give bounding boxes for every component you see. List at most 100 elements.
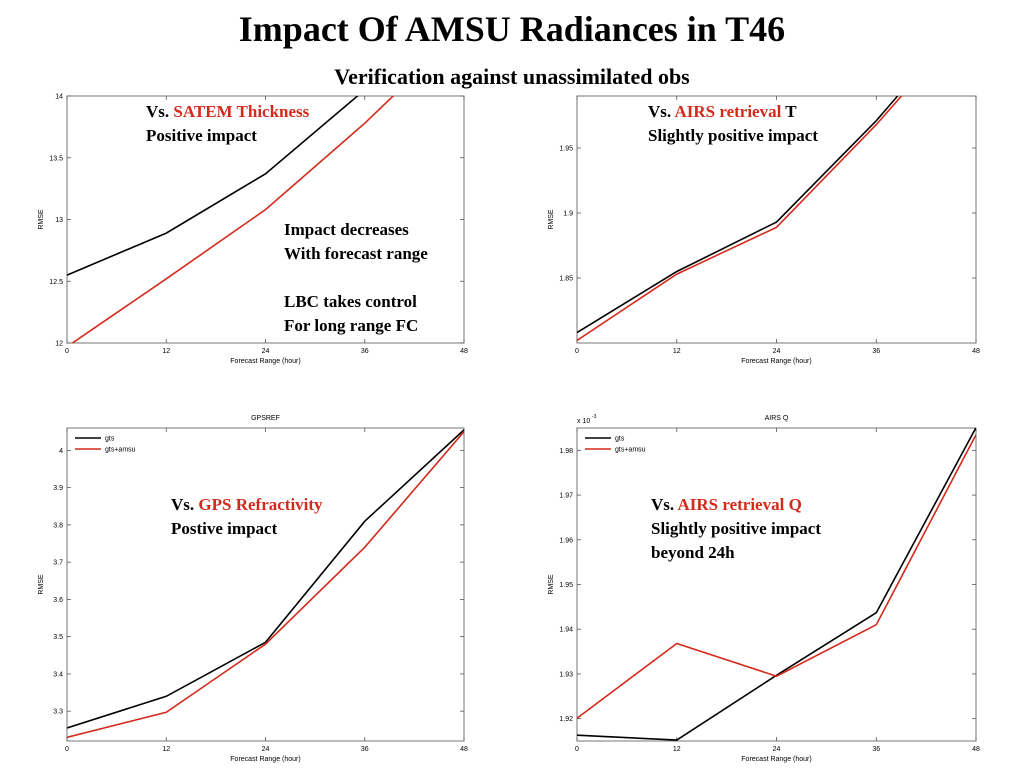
airs-t-suffix: T	[781, 102, 797, 121]
series-line-gts+amsu	[577, 434, 976, 719]
satem-highlight: SATEM Thickness	[173, 102, 310, 121]
y-tick-label: 3.9	[53, 485, 63, 492]
x-tick-label: 0	[575, 746, 579, 753]
x-tick-label: 12	[162, 746, 170, 753]
chart-4: 0 12 24 36 48 1.92 1.93 1.94 1.95 1.96 1.97 1.98 For…	[548, 414, 980, 763]
plot-frame	[576, 95, 977, 344]
x-tick-label: 0	[575, 348, 579, 355]
y-tick-label: 1.9	[563, 211, 573, 218]
gps-highlight: GPS Refractivity	[198, 495, 323, 514]
chart-2: 0 12 24 36 48 1.85 1.9 1.95 Forecast Range (hour…	[548, 95, 980, 365]
y-tick-label: 14	[55, 94, 63, 101]
x-axis-label: Forecast Range (hour)	[741, 358, 811, 365]
chart-title: GPSREF	[251, 415, 280, 422]
gps-prefix: Vs.	[171, 495, 199, 514]
satem-line2: Positive impact	[146, 126, 257, 145]
x-axis-label: Forecast Range (hour)	[230, 756, 300, 763]
y-tick-label: 3.7	[53, 560, 63, 567]
page-title: Impact Of AMSU Radiances in T46	[238, 9, 786, 49]
y-tick-label: 1.95	[559, 582, 573, 589]
legend-label: gts	[615, 436, 625, 443]
y-axis-label: RMSE	[38, 209, 45, 230]
x-tick-label: 48	[460, 348, 468, 355]
x-tick-label: 36	[361, 348, 369, 355]
series-line-series-1	[67, 96, 359, 276]
y-tick-label: 1.85	[559, 276, 573, 283]
legend-label: gts	[105, 436, 115, 443]
x-axis-label: Forecast Range (hour)	[741, 756, 811, 763]
y-axis-label: RMSE	[548, 574, 555, 595]
gps-line2: Postive impact	[171, 519, 278, 538]
page-subtitle: Verification against unassimilated obs	[334, 64, 690, 89]
legend-label: gts+amsu	[615, 447, 646, 454]
impact-note-line3: LBC takes control	[284, 292, 417, 311]
series-group	[577, 96, 903, 342]
exponent-label: x 10	[577, 418, 590, 425]
x-tick-label: 12	[673, 348, 681, 355]
x-tick-label: 48	[460, 746, 468, 753]
x-tick-label: 24	[262, 746, 270, 753]
gps-annotation: Vs. GPS Refractivity Postive impact	[171, 493, 323, 541]
series-group	[577, 428, 976, 741]
y-tick-label: 1.96	[559, 537, 573, 544]
airs-t-annotation: Vs. AIRS retrieval T Slightly positive i…	[648, 100, 818, 148]
series-line-gts	[67, 429, 464, 729]
x-tick-label: 0	[65, 348, 69, 355]
y-tick-label: 3.5	[53, 634, 63, 641]
series-line-series-2	[577, 96, 903, 342]
y-tick-label: 1.97	[559, 493, 573, 500]
satem-prefix: Vs.	[146, 102, 174, 121]
x-tick-label: 24	[262, 348, 270, 355]
airs-q-line3: beyond 24h	[651, 543, 735, 562]
legend-label: gts+amsu	[105, 447, 136, 454]
y-tick-label: 3.3	[53, 709, 63, 716]
y-tick-label: 3.8	[53, 522, 63, 529]
y-tick-label: 1.93	[559, 671, 573, 678]
airs-t-highlight: AIRS retrieval	[674, 102, 782, 121]
series-group	[67, 96, 395, 343]
x-tick-label: 36	[872, 348, 880, 355]
y-tick-label: 12	[55, 341, 63, 348]
series-line-series-1	[577, 96, 899, 334]
y-tick-label: 13.5	[49, 155, 63, 162]
y-tick-label: 13	[55, 217, 63, 224]
x-tick-label: 12	[162, 348, 170, 355]
airs-q-prefix: Vs.	[651, 495, 678, 514]
satem-annotation: Vs. SATEM Thickness Positive impact	[146, 100, 309, 148]
y-tick-label: 1.98	[559, 448, 573, 455]
y-axis-label: RMSE	[548, 209, 555, 230]
impact-note-line4: For long range FC	[284, 316, 419, 335]
impact-note-line1: Impact decreases	[284, 220, 409, 239]
x-tick-label: 48	[972, 746, 980, 753]
airs-q-line2: Slightly positive impact	[651, 519, 822, 538]
y-tick-label: 3.6	[53, 597, 63, 604]
airs-t-prefix: Vs.	[648, 102, 675, 121]
x-tick-label: 48	[972, 348, 980, 355]
chart-3: 0 12 24 36 48 3.3 3.4 3.5 3.6 3.7 3.8 3.9 4 Forecast …	[38, 415, 468, 763]
series-line-gts+amsu	[67, 431, 464, 739]
chart-title: AIRS Q	[765, 415, 789, 422]
y-tick-label: 12.5	[49, 279, 63, 286]
x-tick-label: 36	[872, 746, 880, 753]
x-tick-label: 12	[673, 746, 681, 753]
airs-q-highlight: AIRS retrieval Q	[677, 495, 802, 514]
exponent-value: -3	[592, 414, 597, 420]
series-group	[67, 429, 464, 739]
x-tick-label: 0	[65, 746, 69, 753]
y-tick-label: 1.92	[559, 716, 573, 723]
impact-note-line2: With forecast range	[284, 244, 428, 263]
y-tick-label: 1.95	[559, 146, 573, 153]
airs-q-annotation: Vs. AIRS retrieval Q Slightly positive i…	[651, 493, 821, 565]
y-tick-label: 3.4	[53, 671, 63, 678]
x-tick-label: 24	[773, 746, 781, 753]
airs-t-line2: Slightly positive impact	[648, 126, 819, 145]
x-tick-label: 24	[773, 348, 781, 355]
y-axis-label: RMSE	[38, 574, 45, 595]
series-line-series-2	[70, 96, 395, 343]
y-tick-label: 4	[59, 448, 63, 455]
x-axis-label: Forecast Range (hour)	[230, 358, 300, 365]
impact-note-annotation: Impact decreases With forecast range LBC…	[284, 218, 428, 338]
y-tick-label: 1.94	[559, 627, 573, 634]
